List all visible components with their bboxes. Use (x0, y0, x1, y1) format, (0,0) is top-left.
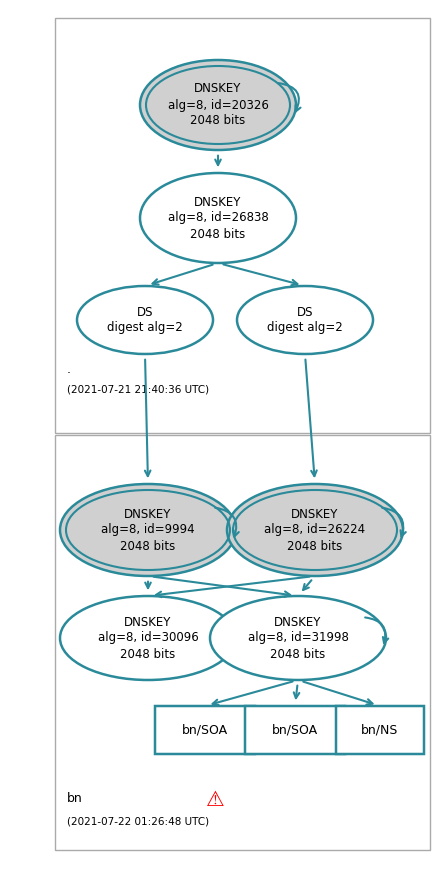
Text: DS
digest alg=2: DS digest alg=2 (107, 306, 183, 335)
Ellipse shape (237, 286, 372, 354)
Text: ⚠: ⚠ (205, 790, 224, 810)
Text: DNSKEY
alg=8, id=26224
2048 bits: DNSKEY alg=8, id=26224 2048 bits (264, 507, 365, 553)
Text: DNSKEY
alg=8, id=31998
2048 bits: DNSKEY alg=8, id=31998 2048 bits (247, 615, 348, 660)
Ellipse shape (226, 484, 402, 576)
Ellipse shape (60, 596, 236, 680)
Bar (55, 18, 429, 433)
Text: DNSKEY
alg=8, id=9994
2048 bits: DNSKEY alg=8, id=9994 2048 bits (101, 507, 194, 553)
Ellipse shape (77, 286, 212, 354)
Text: bn/SOA: bn/SOA (181, 724, 228, 737)
FancyBboxPatch shape (335, 706, 423, 754)
Text: DNSKEY
alg=8, id=26838
2048 bits: DNSKEY alg=8, id=26838 2048 bits (167, 196, 268, 241)
FancyBboxPatch shape (155, 706, 254, 754)
FancyBboxPatch shape (244, 706, 344, 754)
Ellipse shape (140, 173, 295, 263)
Text: .: . (67, 363, 71, 376)
Text: DS
digest alg=2: DS digest alg=2 (266, 306, 342, 335)
Bar (55, 435, 429, 850)
Text: (2021-07-21 21:40:36 UTC): (2021-07-21 21:40:36 UTC) (67, 385, 208, 395)
Ellipse shape (140, 60, 295, 150)
Ellipse shape (209, 596, 385, 680)
Text: (2021-07-22 01:26:48 UTC): (2021-07-22 01:26:48 UTC) (67, 816, 208, 826)
Text: bn/NS: bn/NS (360, 724, 398, 737)
Text: DNSKEY
alg=8, id=30096
2048 bits: DNSKEY alg=8, id=30096 2048 bits (97, 615, 198, 660)
Text: bn/SOA: bn/SOA (271, 724, 318, 737)
Ellipse shape (60, 484, 236, 576)
Text: DNSKEY
alg=8, id=20326
2048 bits: DNSKEY alg=8, id=20326 2048 bits (167, 83, 268, 128)
Text: bn: bn (67, 792, 82, 805)
